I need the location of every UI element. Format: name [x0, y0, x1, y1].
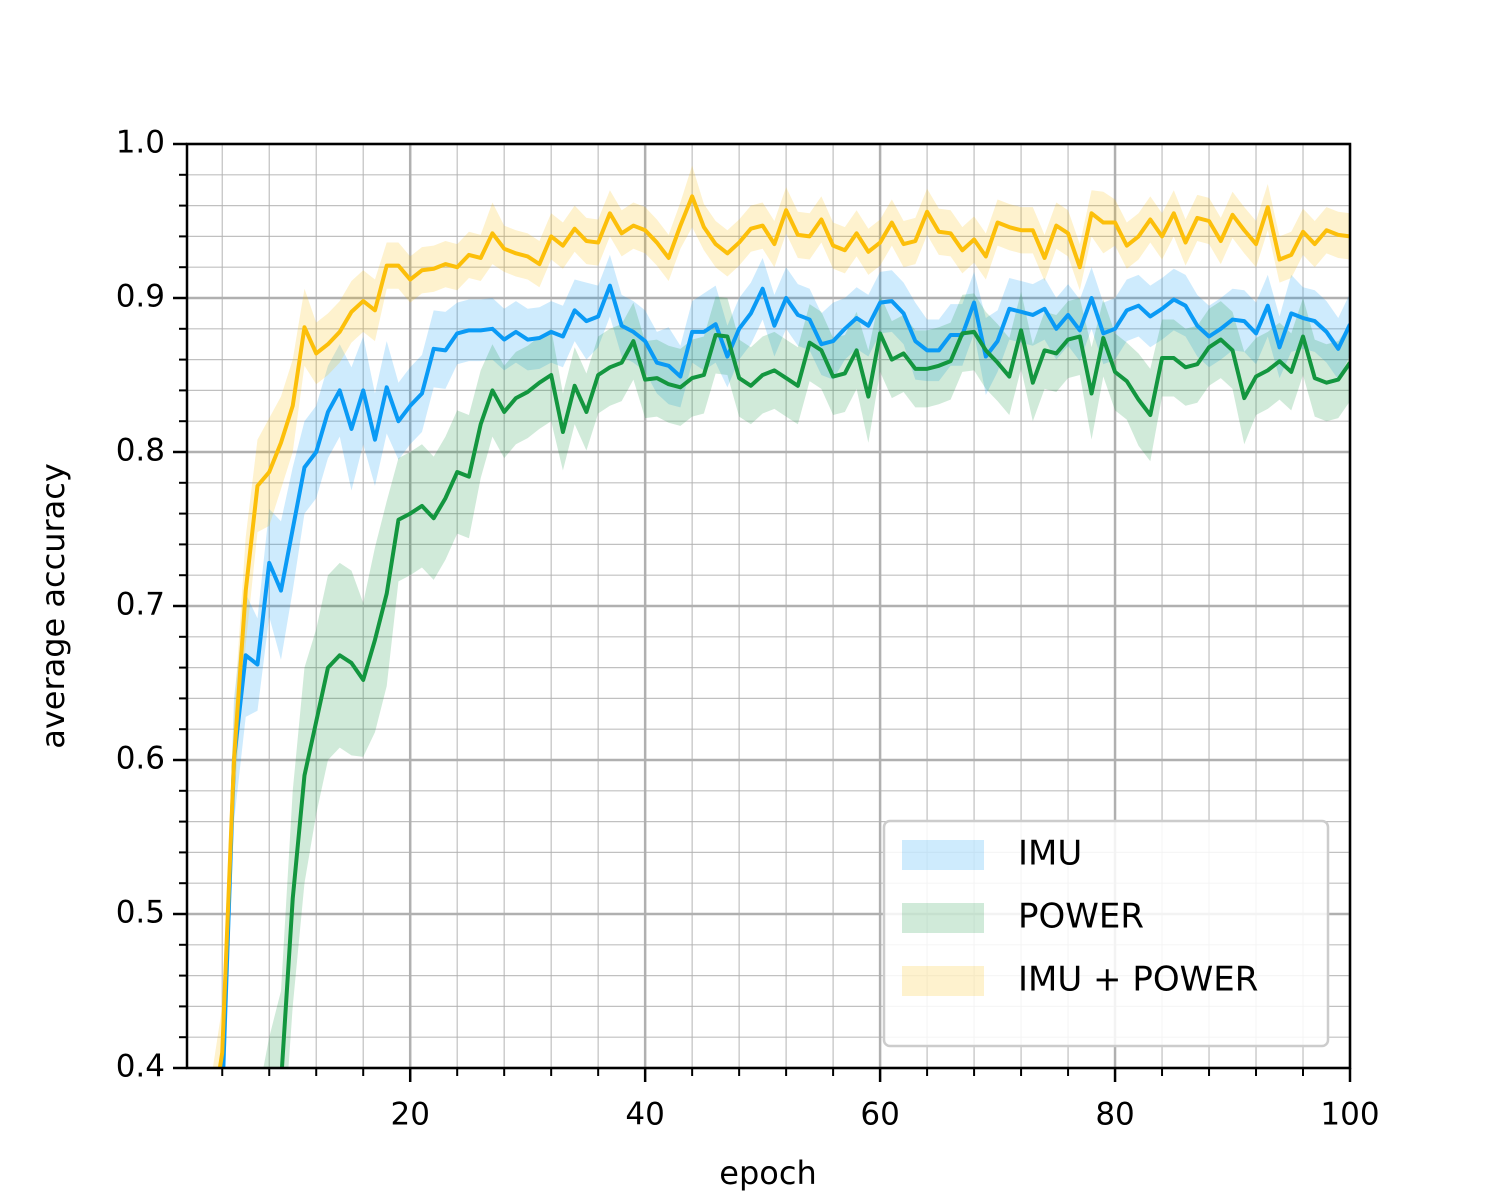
y-axis-label: average accuracy — [34, 463, 72, 749]
y-tick-label: 1.0 — [116, 125, 165, 161]
error-band — [263, 291, 1350, 1068]
legend-label: POWER — [1018, 897, 1144, 937]
y-tick-label: 0.4 — [116, 1049, 165, 1085]
legend-swatch — [902, 903, 984, 933]
series-line — [279, 328, 1350, 1068]
x-tick-label: 100 — [1320, 1097, 1379, 1133]
y-tick-label: 0.8 — [116, 433, 165, 469]
legend-box — [882, 819, 1330, 1048]
x-axis-label: epoch — [719, 1154, 816, 1192]
plot-area — [212, 165, 1350, 1068]
ticks: 20 40 60 80 100 0.4 0.5 0.6 0.7 0.8 0.9 1.0 — [116, 125, 1380, 1133]
error-band — [219, 254, 1350, 1068]
x-tick-label: 20 — [390, 1097, 429, 1133]
x-tick-label: 80 — [1095, 1097, 1134, 1133]
y-tick-label: 0.6 — [116, 741, 165, 777]
legend-swatch — [902, 840, 984, 870]
legend-label: IMU + POWER — [1018, 960, 1258, 1000]
legend-swatch — [902, 966, 984, 996]
series-line — [217, 194, 1350, 1068]
y-tick-label: 0.5 — [116, 895, 165, 931]
series-line — [221, 283, 1350, 1068]
y-tick-label: 0.9 — [116, 279, 165, 315]
legend: IMU POWER IMU + POWER — [882, 819, 1330, 1048]
x-tick-label: 60 — [860, 1097, 899, 1133]
y-tick-label: 0.7 — [116, 587, 165, 623]
x-tick-label: 40 — [625, 1097, 664, 1133]
legend-label: IMU — [1018, 834, 1082, 874]
